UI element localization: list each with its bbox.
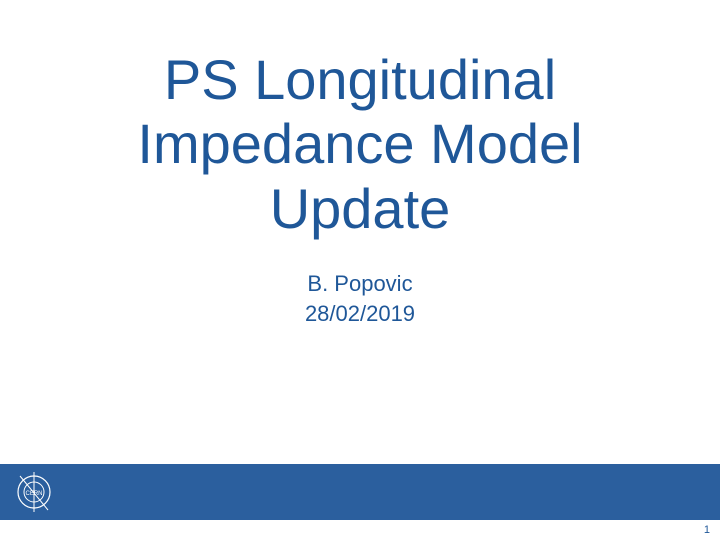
presentation-date: 28/02/2019 [305,299,415,329]
author-name: B. Popovic [307,269,412,299]
logo-text: CERN [25,491,42,497]
footer-strip [0,520,720,540]
slide-title: PS LongitudinalImpedance ModelUpdate [137,48,582,241]
cern-logo-icon: CERN [12,470,56,514]
slide-container: PS LongitudinalImpedance ModelUpdate B. … [0,0,720,540]
footer-band: CERN [0,464,720,520]
slide-content: PS LongitudinalImpedance ModelUpdate B. … [0,0,720,464]
page-number: 1 [704,524,710,536]
